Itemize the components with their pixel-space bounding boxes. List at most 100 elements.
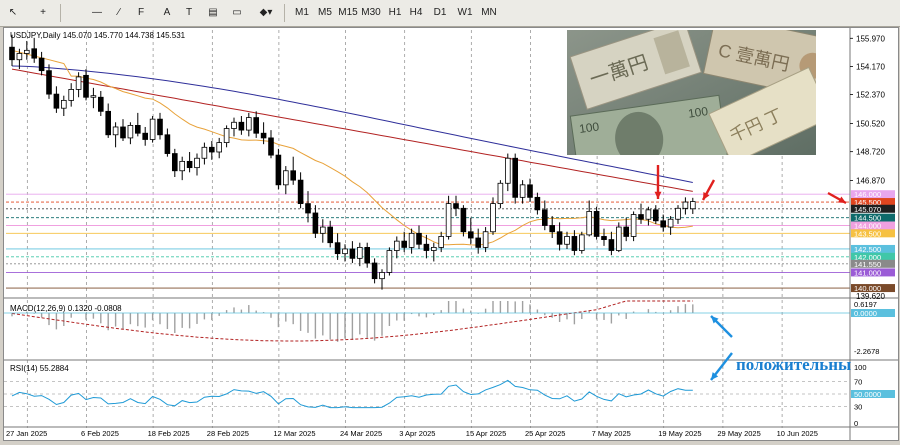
rsi-label: RSI(14) 55.2884 (10, 364, 69, 373)
level-label-text: 141.550 (854, 260, 881, 269)
timeframe-m30[interactable]: M30 (361, 7, 381, 18)
red-arrow-down-icon (701, 179, 716, 201)
candle-body (593, 211, 600, 237)
candle-body (9, 46, 15, 61)
timeframe-d1[interactable]: D1 (433, 7, 447, 18)
candle-body (245, 117, 252, 131)
candle-body (430, 246, 437, 251)
candle-body (290, 170, 296, 181)
price-tick-label: 154.170 (856, 62, 885, 71)
date-tick-label: 24 Mar 2025 (340, 429, 382, 438)
candle-body (179, 160, 186, 172)
blue-arrow-down-icon (710, 352, 733, 381)
svg-text:100: 100 (578, 119, 600, 136)
level-label-box (851, 190, 895, 199)
timeframe-mn[interactable]: MN (481, 7, 497, 18)
candle-body (416, 232, 422, 245)
toolbar-separator (284, 4, 285, 22)
macd-label: MACD(12,26,9) 0.1320 -0.0808 (10, 304, 122, 313)
candle-body (297, 179, 304, 205)
date-tick-label: 3 Apr 2025 (399, 429, 435, 438)
level-label-text: 140.000 (854, 284, 881, 293)
date-tick-label: 10 Jun 2025 (777, 429, 818, 438)
candle-body (223, 128, 230, 144)
candle-body (423, 243, 430, 251)
candle-body (327, 226, 333, 244)
date-tick-label: 7 May 2025 (592, 429, 631, 438)
candle-body (579, 234, 585, 251)
candle-body (645, 209, 652, 220)
text-label-icon[interactable]: T (185, 7, 193, 18)
candle-body (201, 146, 208, 159)
red-arrow-down-icon (654, 165, 662, 199)
candle-body (556, 231, 563, 245)
timeframe-w1[interactable]: W1 (457, 7, 473, 18)
rsi-tick-label: 100 (854, 363, 867, 372)
timeframe-m15[interactable]: M15 (338, 7, 358, 18)
level-label-box (851, 198, 895, 207)
level-label-text: 142.500 (854, 245, 881, 254)
price-tick-label: 139.620 (856, 292, 885, 301)
level-label-text: 141.000 (854, 268, 881, 277)
level-label-text: 142.000 (854, 253, 881, 262)
candle-body (112, 126, 119, 136)
annotations (654, 165, 847, 381)
timeframe-m5[interactable]: M5 (318, 7, 332, 18)
timeframe-h4[interactable]: H4 (409, 7, 423, 18)
horizontal-levels (6, 193, 850, 289)
candle-body (542, 209, 548, 226)
candle-body (75, 76, 82, 90)
cursor-icon[interactable]: ↖ (8, 7, 18, 18)
level-label-box (851, 252, 895, 261)
candle-body (586, 211, 592, 236)
candle-body (564, 236, 570, 245)
candle-body (682, 201, 689, 209)
candle-body (275, 154, 282, 186)
level-label-text: 145.070 (854, 205, 881, 214)
candle-body (667, 218, 674, 228)
candle-body (690, 201, 696, 210)
rsi-pane: 100 70 50.0000 30 0 (4, 363, 895, 428)
candle-body (379, 272, 385, 280)
timeframe-h1[interactable]: H1 (388, 7, 402, 18)
shapes-menu-icon[interactable]: ◆▾ (259, 7, 273, 18)
level-label-text: 145.500 (854, 198, 881, 207)
rectangle-icon[interactable]: ▭ (232, 7, 242, 18)
horizontal-line-icon[interactable]: — (92, 7, 102, 18)
ma-mid-line (11, 65, 693, 183)
candles (9, 34, 696, 290)
candle-body (134, 125, 141, 134)
annotation-caption: положительны (736, 355, 852, 374)
trendline-icon[interactable]: ∕ (118, 7, 120, 18)
candle-body (186, 160, 193, 169)
candle-body (371, 262, 378, 280)
candle-body (630, 214, 637, 237)
candle-body (105, 110, 112, 136)
candle-body (623, 226, 629, 237)
timeframe-m1[interactable]: M1 (295, 7, 309, 18)
label-icon[interactable]: ▤ (208, 7, 218, 18)
candle-body (616, 226, 622, 251)
level-label-text: 144.500 (854, 214, 881, 223)
candle-body (512, 157, 518, 198)
candle-body (231, 121, 237, 129)
rsi-tick-label: 30 (854, 402, 862, 411)
candle-body (120, 126, 126, 139)
fibonacci-icon[interactable]: F (137, 7, 145, 18)
text-icon[interactable]: A (163, 7, 171, 18)
candle-body (98, 96, 104, 112)
macd-signal-line (11, 300, 693, 342)
candle-body (282, 170, 289, 186)
ma-slow-line (11, 68, 693, 192)
macd-tick-label: 0.6197 (854, 300, 877, 309)
price-tick-label: 155.970 (856, 34, 885, 43)
candle-body (453, 203, 459, 209)
chart-window[interactable]: 0.6197 0.0000 -2.2678 100 70 50.0000 30 0 155.… (3, 27, 899, 441)
macd-tick-label: -2.2678 (854, 347, 879, 356)
crosshair-icon[interactable]: + (40, 7, 46, 18)
candle-body (253, 117, 260, 134)
candle-body (216, 142, 223, 153)
blue-arrow-up-icon (710, 315, 733, 338)
candle-body (16, 53, 23, 61)
